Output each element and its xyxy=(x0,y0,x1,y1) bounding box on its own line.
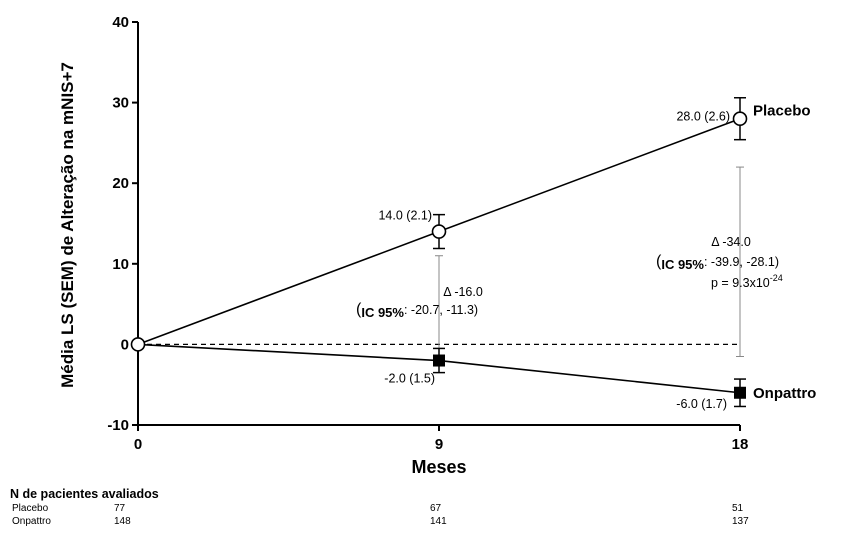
patients-count: 141 xyxy=(430,516,447,527)
patients-table: N de pacientes avaliados Placebo 77 67 5… xyxy=(10,487,844,537)
p-value-label: p = 9.3x10-24 xyxy=(711,273,783,290)
x-tick-label: 18 xyxy=(732,436,749,453)
data-point xyxy=(734,386,746,399)
data-label: 28.0 (2.6) xyxy=(676,110,730,124)
axes: -10 0 10 20 30 40 0 9 18 xyxy=(107,14,748,453)
confidence-interval-label: (IC 95%: -20.7, -11.3) xyxy=(356,301,478,320)
y-tick-label: 20 xyxy=(112,175,129,192)
series-label-placebo: Placebo xyxy=(753,103,811,120)
patients-count: 148 xyxy=(114,516,131,527)
patients-row-label: Placebo xyxy=(12,503,49,514)
data-point xyxy=(433,354,445,367)
y-tick-label: 0 xyxy=(121,336,129,353)
data-label: 14.0 (2.1) xyxy=(378,209,432,223)
patients-count: 67 xyxy=(430,503,442,514)
patients-count: 77 xyxy=(114,503,126,514)
patients-count: 51 xyxy=(732,503,744,514)
patients-table-title: N de pacientes avaliados xyxy=(10,487,159,501)
y-axis-label: Média LS (SEM) de Alteração na mNIS+7 xyxy=(58,62,77,388)
data-label: -2.0 (1.5) xyxy=(384,372,435,386)
confidence-interval-label: (IC 95%: -39.9, -28.1) xyxy=(656,253,779,272)
patients-row-onpattro: Onpattro 148 141 137 xyxy=(10,516,844,529)
y-tick-label: -10 xyxy=(107,417,129,434)
data-point xyxy=(732,111,748,127)
x-axis-label: Meses xyxy=(411,457,466,477)
difference-label: Δ -16.0 xyxy=(443,285,483,299)
x-tick-label: 0 xyxy=(134,436,142,453)
series-label-onpattro: Onpattro xyxy=(753,385,816,402)
plot-area: 14.0 (2.1) 28.0 (2.6) -2.0 (1.5) -6.0 (1.7)… xyxy=(130,97,816,411)
data-label: -6.0 (1.7) xyxy=(676,397,727,411)
x-tick-label: 9 xyxy=(435,436,443,453)
patients-row-placebo: Placebo 77 67 51 xyxy=(10,503,844,516)
data-point xyxy=(431,224,447,239)
difference-label: Δ -34.0 xyxy=(711,235,751,249)
y-tick-label: 30 xyxy=(112,95,129,112)
y-tick-label: 40 xyxy=(112,14,129,31)
patients-count: 137 xyxy=(732,516,749,527)
y-tick-label: 10 xyxy=(112,256,129,273)
data-point xyxy=(130,337,146,352)
patients-row-label: Onpattro xyxy=(12,516,51,527)
line-chart: Média LS (SEM) de Alteração na mNIS+7 Me… xyxy=(58,14,816,477)
